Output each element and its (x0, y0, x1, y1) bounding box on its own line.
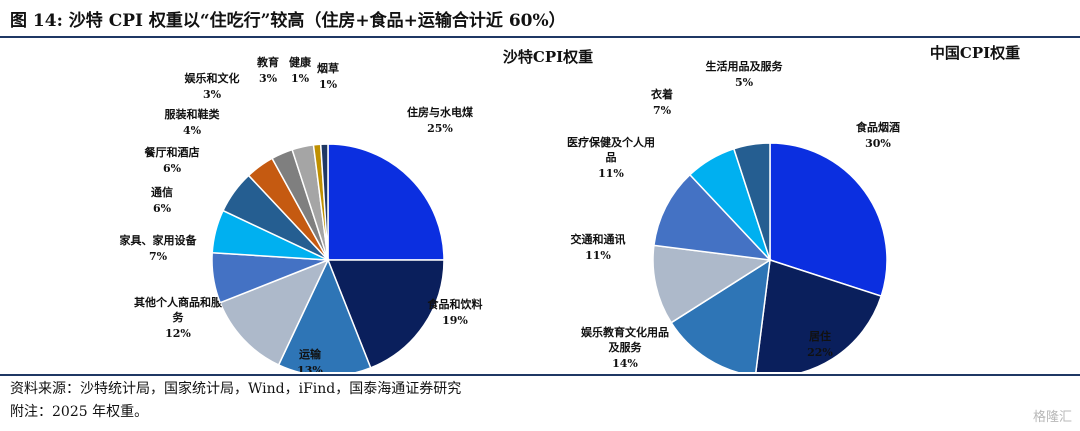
pie1-label-1: 居住 22% (807, 329, 833, 359)
pie1-slice-3 (652, 244, 773, 324)
pie0-label-9: 教育 3% (256, 55, 279, 85)
pie1-label-3: 交通和通讯 11% (571, 232, 626, 262)
pie1-slice-1 (755, 259, 883, 372)
pie1-label-4: 医疗保健及个人用品 11% (567, 135, 655, 180)
pie0-label-10: 健康 1% (289, 55, 312, 85)
chart-title-china: 中国CPI权重 (930, 44, 1020, 62)
pie1-label-2: 娱乐教育文化用品及服务 14% (581, 325, 669, 370)
pie1-label-6: 生活用品及服务 5% (706, 59, 784, 89)
pie0-slice-11 (319, 143, 329, 261)
pie0-label-8: 娱乐和文化 3% (185, 71, 240, 101)
pie0-label-1: 食品和饮料 19% (428, 297, 483, 327)
pie0-label-6: 餐厅和酒店 6% (144, 145, 200, 175)
pie1-slice-6 (732, 142, 771, 261)
pie0-label-4: 家具、家用设备 7% (120, 233, 198, 263)
pie0-label-3: 其他个人商品和服务 12% (134, 295, 223, 340)
pie0-label-2: 运输 13% (297, 347, 323, 372)
watermark-logo: 格隆汇 (1032, 410, 1072, 425)
pie0-label-7: 服装和鞋类 4% (165, 107, 221, 137)
pie0-slice-2 (277, 258, 372, 372)
top-rule (0, 36, 1080, 38)
pie1-label-5: 衣着 7% (651, 87, 673, 117)
pie0-slice-0 (327, 143, 445, 261)
pie0-slice-1 (326, 259, 445, 369)
pie1-slice-0 (769, 142, 888, 298)
pie0-slice-3 (219, 258, 330, 366)
pie0-label-0: 住房与水电煤 25% (407, 105, 474, 135)
pie0-label-11: 烟草 1% (317, 61, 339, 91)
pie1-slice-2 (670, 258, 771, 372)
figure-title: 图 14: 沙特 CPI 权重以“住吃行”较高（住房+食品+运输合计近 60%） (10, 11, 566, 31)
pie1-label-0: 食品烟酒 30% (856, 120, 900, 150)
source-note: 资料来源：沙特统计局，国家统计局，Wind，iFind，国泰海通证券研究 (10, 381, 462, 397)
pie1-slice-4 (653, 173, 772, 262)
pie-charts: 沙特CPI权重 中国CPI权重 住房与水电煤 25% 食品和饮料 19% 运输 13% 其他… (120, 44, 1020, 372)
pie0-label-5: 通信 6% (151, 185, 173, 215)
bottom-rule (0, 374, 1080, 376)
chart-title-saudi: 沙特CPI权重 (503, 48, 593, 66)
footnote: 附注：2025 年权重。 (10, 404, 149, 420)
